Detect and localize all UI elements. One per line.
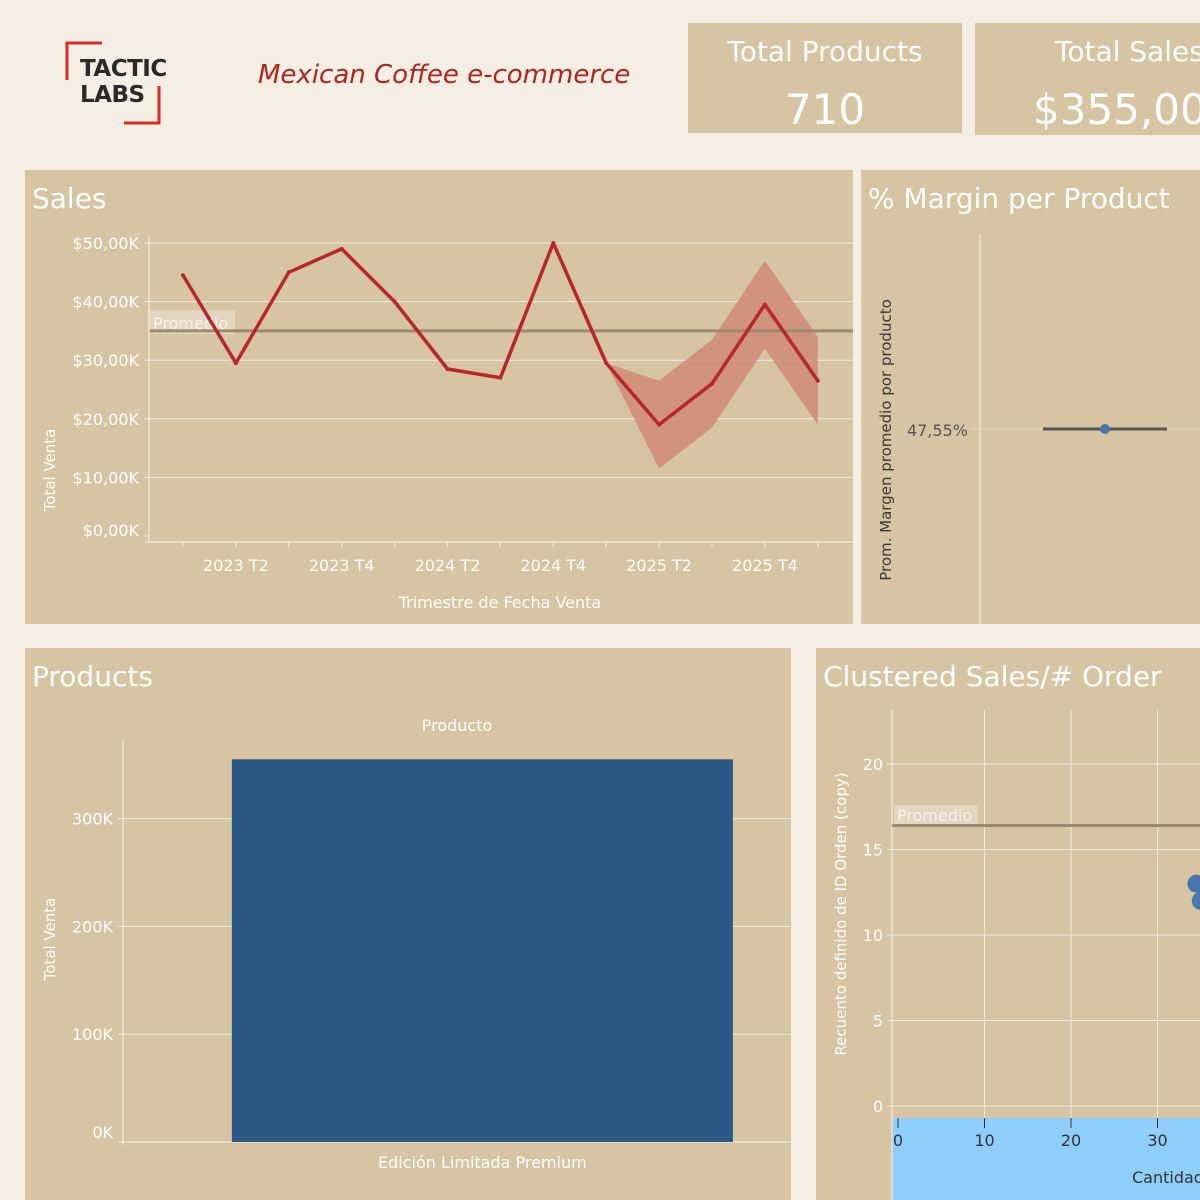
reference-label-bg: [894, 805, 978, 827]
dashboard-title: Mexican Coffee e-commerce: [258, 60, 631, 90]
scatter-point[interactable]: [1191, 891, 1200, 910]
margin-chart: Prom. Margen promedio por producto 47,55…: [877, 234, 1200, 624]
products-panel: Products Producto 0K 100K 200K 300K Edición…: [25, 648, 791, 1200]
y-tick-label: 300K: [72, 810, 114, 829]
x-tick-label: 2024 T2: [415, 556, 481, 575]
sales-data-point[interactable]: [392, 299, 397, 304]
scatter-point[interactable]: [1187, 874, 1200, 893]
kpi-title: Total Sales: [1055, 35, 1200, 68]
sales-data-point[interactable]: [233, 361, 238, 366]
sales-line-chart: Promedio $0,00K$10,00K$20,00K$30,00K$40,…: [41, 234, 853, 612]
x-tick-label: 2023 T2: [203, 556, 269, 575]
x-axis-title: Trimestre de Fecha Venta: [398, 593, 602, 612]
y-tick-label: $0,00K: [83, 521, 140, 540]
y-tick-label: 15: [863, 841, 883, 860]
panel-title: % Margin per Product: [868, 182, 1170, 215]
sales-panel: Sales Promedio $0,00K $10,00K $20,00K $30,0…: [25, 170, 853, 624]
x-tick-label: 30: [1147, 1131, 1167, 1150]
sales-data-point[interactable]: [498, 375, 503, 380]
y-tick-label: 20: [863, 755, 883, 774]
x-tick-label: 20: [1061, 1131, 1081, 1150]
x-tick-label: Edición Limitada Premium: [378, 1153, 587, 1172]
sales-data-point[interactable]: [815, 378, 820, 383]
sales-data-point[interactable]: [181, 273, 185, 278]
sales-data-point[interactable]: [445, 366, 450, 371]
sales-data-point[interactable]: [657, 422, 662, 427]
column-header: Producto: [422, 716, 493, 735]
y-tick-label: 10: [863, 926, 883, 945]
panel-title: Clustered Sales/# Order: [823, 660, 1162, 693]
reference-line-label: Promedio: [897, 806, 972, 825]
y-axis-title: Total Venta: [41, 898, 59, 982]
x-tick-label: 2025 T4: [732, 556, 798, 575]
category-label: 47,55%: [907, 421, 968, 440]
y-tick-label: $50,00K: [73, 234, 140, 253]
clustered-scatter-chart: Promedio 0 5 10 15 20 0 10 20 30 Recuento defin…: [832, 710, 1200, 1200]
y-axis-title: Prom. Margen promedio por producto: [877, 299, 895, 581]
logo-line-1: TACTIC: [80, 56, 167, 82]
y-tick-label: 200K: [72, 917, 114, 936]
y-tick-label: 5: [873, 1012, 883, 1031]
logo-frame-icon: [65, 41, 161, 125]
kpi-value: 710: [784, 85, 866, 133]
margin-point[interactable]: [1100, 424, 1110, 434]
x-tick-label: 2023 T4: [309, 556, 375, 575]
panel-title: Sales: [32, 182, 107, 215]
y-axis-title: Recuento definido de ID Orden (copy): [832, 772, 850, 1055]
y-tick-label: $20,00K: [73, 410, 140, 429]
sales-data-point[interactable]: [762, 302, 767, 307]
y-tick-label: $40,00K: [73, 293, 140, 312]
y-tick-label: $30,00K: [73, 351, 140, 370]
bar[interactable]: [231, 759, 733, 1142]
products-bar-chart: Producto 0K 100K 200K 300K Edición Limitada…: [41, 716, 791, 1172]
kpi-value: $355,00: [1033, 85, 1200, 134]
logo-text: TACTIC LABS: [80, 56, 167, 108]
x-tick-label: 2024 T4: [520, 556, 586, 575]
sales-data-point[interactable]: [710, 381, 714, 386]
x-axis-title: Cantidad: [1132, 1168, 1200, 1187]
clustered-panel: Clustered Sales/# Order Promedio 0 5 10 15 2…: [816, 648, 1200, 1200]
kpi-title: Total Products: [727, 35, 923, 68]
x-axis-selection-band[interactable]: [892, 1118, 1200, 1200]
x-tick-label: 2025 T2: [626, 556, 692, 575]
panel-title: Products: [32, 660, 153, 693]
y-tick-label: 0K: [92, 1123, 113, 1142]
kpi-total-products: Total Products 710: [688, 23, 962, 133]
logo-line-2: LABS: [80, 82, 145, 108]
x-tick-label: 10: [974, 1131, 994, 1150]
kpi-total-sales: Total Sales $355,00: [975, 23, 1200, 135]
margin-panel: % Margin per Product Prom. Margen promed…: [861, 170, 1200, 624]
y-tick-label: 0: [873, 1097, 883, 1116]
sales-data-point[interactable]: [604, 361, 609, 366]
sales-data-point[interactable]: [551, 241, 556, 245]
sales-data-point[interactable]: [286, 270, 291, 275]
tactic-labs-logo: TACTIC LABS: [64, 40, 167, 126]
forecast-band: [606, 260, 818, 469]
y-tick-label: $10,00K: [73, 468, 140, 487]
x-tick-label: 0: [893, 1131, 903, 1150]
y-axis-title: Total Venta: [41, 429, 59, 513]
sales-data-point[interactable]: [339, 246, 344, 251]
y-tick-label: 100K: [72, 1025, 114, 1044]
